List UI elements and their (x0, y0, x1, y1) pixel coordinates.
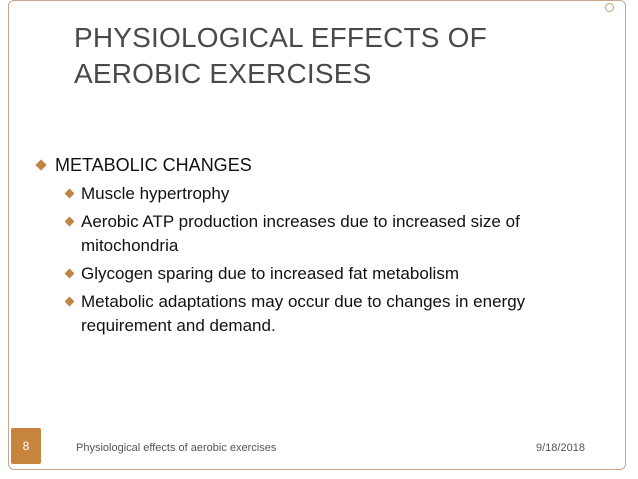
slide-frame (8, 0, 626, 470)
bullet-metabolic-changes: METABOLIC CHANGES (34, 152, 594, 178)
bullet-text: METABOLIC CHANGES (55, 155, 252, 175)
diamond-bullet-icon (64, 296, 75, 307)
sub-bullet-text: Muscle hypertrophy (81, 184, 230, 203)
diamond-bullet-icon (64, 268, 75, 279)
slide-number-badge: 8 (11, 428, 41, 464)
sub-bullet: Muscle hypertrophy (64, 182, 594, 206)
footer-date: 9/18/2018 (536, 442, 585, 454)
sub-bullet: Glycogen sparing due to increased fat me… (64, 262, 594, 286)
corner-circle-decoration (605, 3, 614, 12)
sub-bullet: Metabolic adaptations may occur due to c… (64, 290, 594, 338)
title-line-1: PHYSIOLOGICAL EFFECTS OF (74, 22, 487, 53)
sub-bullet-text: Glycogen sparing due to increased fat me… (81, 264, 459, 283)
sub-bullet-text: Aerobic ATP production increases due to … (81, 212, 520, 255)
bullet-list: METABOLIC CHANGES Muscle hypertrophy Aer… (34, 152, 594, 338)
footer-text: Physiological effects of aerobic exercis… (76, 442, 277, 454)
sub-bullet: Aerobic ATP production increases due to … (64, 210, 594, 258)
diamond-bullet-icon (35, 159, 47, 171)
slide-title: PHYSIOLOGICAL EFFECTS OF AEROBIC EXERCIS… (74, 20, 594, 92)
title-line-2: AEROBIC EXERCISES (74, 58, 372, 89)
diamond-bullet-icon (64, 216, 75, 227)
diamond-bullet-icon (64, 188, 75, 199)
sub-bullet-text: Metabolic adaptations may occur due to c… (81, 292, 526, 335)
